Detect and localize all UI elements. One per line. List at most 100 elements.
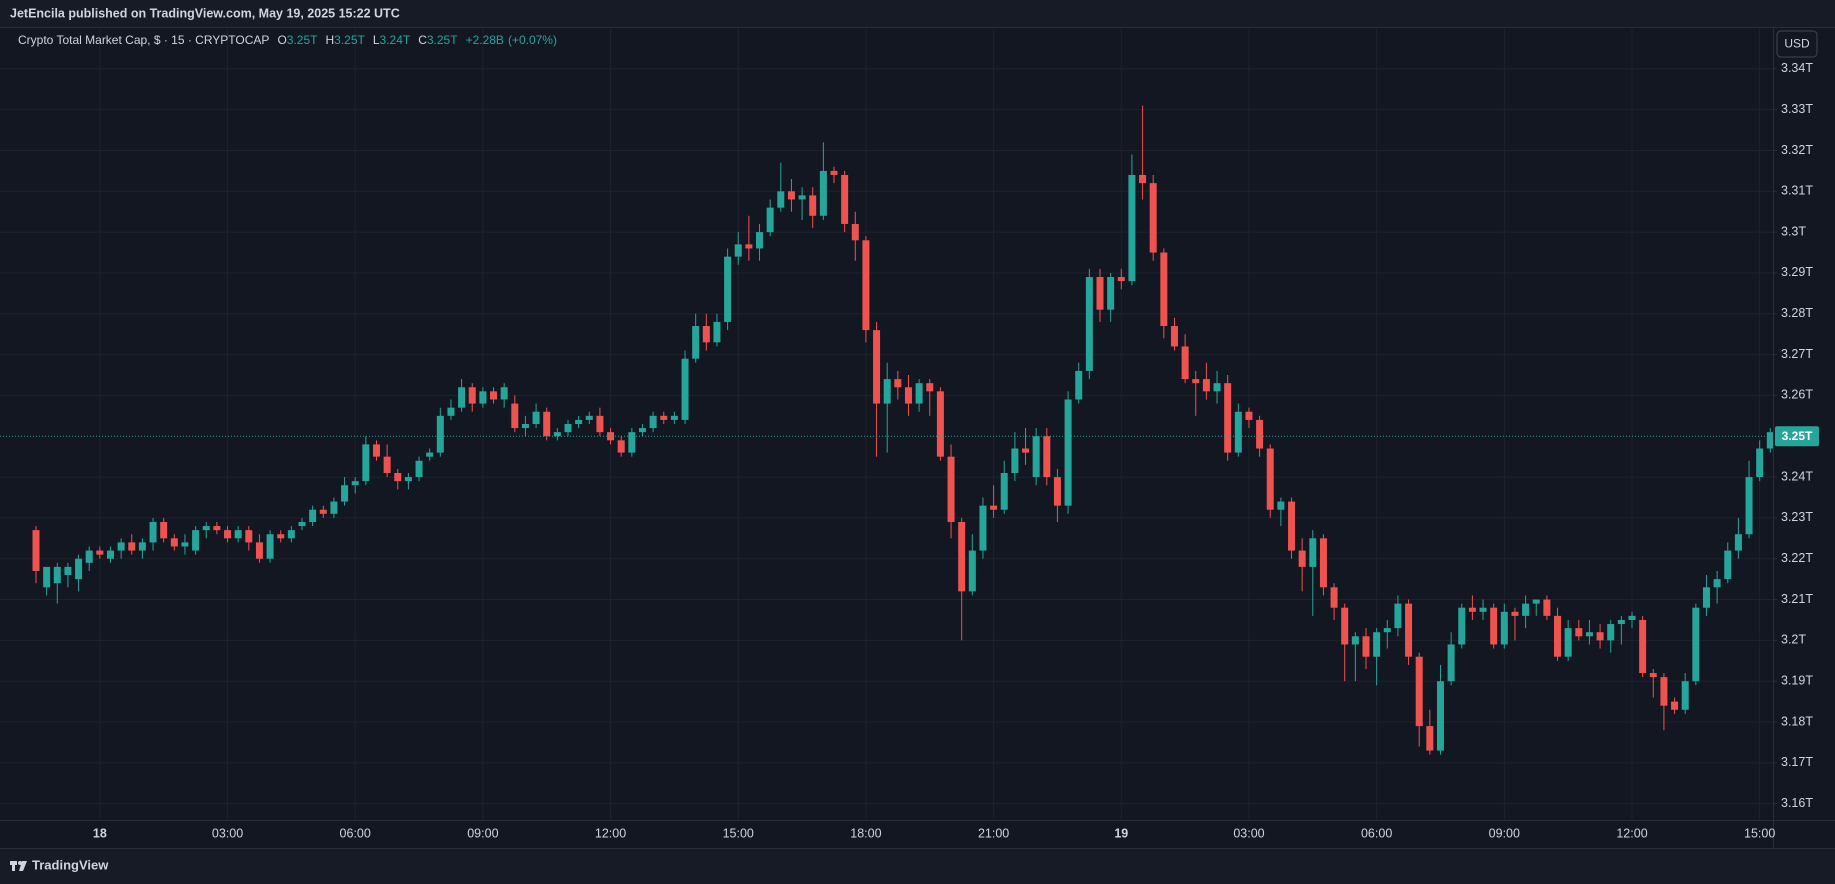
candle-body: [1394, 603, 1402, 629]
candles: [32, 105, 1773, 755]
candle-body: [298, 521, 306, 527]
candle-body: [713, 321, 721, 343]
candle-body: [266, 534, 274, 559]
candle-body: [734, 244, 742, 257]
candle-body: [1341, 607, 1349, 645]
candle-body: [670, 415, 678, 420]
candle-body: [394, 472, 402, 482]
candle-body: [1468, 607, 1476, 612]
candle-body: [692, 326, 700, 359]
candle-body: [1330, 587, 1338, 608]
candle-body: [1585, 632, 1593, 637]
candle-body: [1532, 599, 1540, 604]
candle-body: [915, 383, 923, 404]
currency-button[interactable]: [1776, 30, 1818, 58]
candle-body: [479, 391, 487, 404]
candle-body: [1681, 681, 1689, 710]
candle-body: [990, 505, 998, 510]
candle-body: [234, 530, 242, 539]
candle-body: [1383, 628, 1391, 633]
candle-body: [660, 415, 668, 420]
currency[interactable]: USD: [1784, 37, 1810, 51]
candle-body: [1181, 346, 1189, 380]
candle-body: [862, 240, 870, 331]
candle-body: [1128, 174, 1136, 282]
x-tick-label: 18: [93, 826, 107, 840]
y-tick-label: 3.31T: [1781, 184, 1813, 198]
y-tick-label: 3.16T: [1781, 796, 1813, 810]
candle-body: [1660, 677, 1668, 706]
candle-body: [904, 387, 912, 404]
candle-body: [1639, 619, 1647, 674]
candle-body: [1160, 252, 1168, 327]
candle-body: [213, 526, 221, 531]
candle-body: [1405, 603, 1413, 657]
legend-title: Crypto Total Market Cap, $ · 15 · CRYPTO…: [18, 33, 269, 47]
candle-body: [1085, 277, 1093, 371]
candle-body: [532, 411, 540, 424]
legend-key: O: [277, 33, 286, 47]
legend-value: 3.24T: [380, 33, 411, 47]
candle-body: [553, 432, 561, 437]
candle-body: [628, 432, 636, 453]
candle-body: [1426, 726, 1434, 751]
candle-body: [873, 330, 881, 404]
candle-body: [351, 481, 359, 486]
candle-body: [819, 170, 827, 216]
candle-body: [724, 256, 732, 322]
candle-body: [968, 550, 976, 592]
candle-body: [1564, 628, 1572, 657]
x-tick-label: 09:00: [1489, 826, 1520, 840]
candle-body: [841, 174, 849, 224]
candle-body: [926, 383, 934, 392]
candle-body: [468, 387, 476, 404]
candle-body: [330, 501, 338, 514]
y-tick-label: 3.29T: [1781, 265, 1813, 279]
candle-body: [1745, 477, 1753, 535]
candle-body: [1149, 183, 1157, 253]
candle-body: [607, 432, 615, 441]
x-tick-label: 12:00: [595, 826, 626, 840]
brand: TradingView: [32, 857, 109, 872]
legend-key: L: [373, 33, 380, 47]
candle-body: [1351, 636, 1359, 645]
candle-body: [1415, 656, 1423, 727]
candle-body: [1447, 644, 1455, 682]
legend-change-pct: (+0.07%): [508, 33, 557, 47]
candle-body: [96, 550, 104, 555]
candle-body: [255, 542, 263, 559]
candle-body: [979, 505, 987, 551]
candle-body: [1170, 326, 1178, 347]
candle-body: [543, 411, 551, 437]
candle-body: [1649, 673, 1657, 678]
legend-value: 3.25T: [427, 33, 458, 47]
candle-body: [787, 191, 795, 200]
candle-body: [1713, 579, 1721, 588]
candle-body: [85, 550, 93, 563]
candle-body: [1575, 628, 1583, 637]
candle-body: [436, 415, 444, 453]
candle-body: [1139, 174, 1147, 184]
x-tick-label: 06:00: [340, 826, 371, 840]
candle-body: [1277, 501, 1285, 510]
candle-body: [766, 207, 774, 233]
candle-body: [181, 542, 189, 547]
last-price-box: [1775, 426, 1819, 447]
candle-body: [192, 530, 200, 551]
candle-body: [287, 530, 295, 539]
y-tick-label: 3.27T: [1781, 347, 1813, 361]
candle-body: [490, 391, 498, 400]
x-tick-label: 06:00: [1361, 826, 1392, 840]
candle-body: [1213, 383, 1221, 392]
candle-body: [1511, 611, 1519, 616]
candle-body: [1022, 448, 1030, 453]
y-tick-label: 3.18T: [1781, 714, 1813, 728]
candle-body: [64, 566, 72, 576]
candle-body: [936, 391, 944, 457]
candle-body: [160, 521, 168, 539]
y-tick-label: 3.21T: [1781, 592, 1813, 606]
candle-body: [415, 460, 423, 478]
candle-body: [319, 509, 327, 514]
candle-body: [564, 424, 572, 433]
